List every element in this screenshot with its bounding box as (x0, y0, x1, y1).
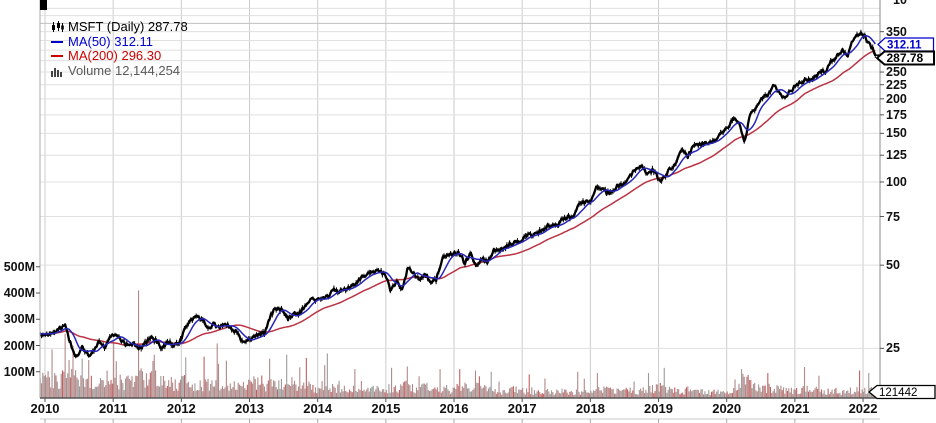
ma200-label: MA(200) 296.30 (68, 48, 162, 64)
volume-axis-tick: 300M (3, 312, 35, 327)
svg-text:312.11: 312.11 (887, 40, 922, 52)
year-axis-tick: 2022 (848, 401, 878, 416)
year-axis-tick: 2015 (371, 401, 401, 416)
year-axis-tick: 2016 (439, 401, 469, 416)
symbol-label: MSFT (Daily) 287.78 (68, 19, 188, 35)
year-axis-tick: 2012 (166, 401, 196, 416)
price-axis-tick: 75 (886, 209, 900, 224)
svg-text:121442: 121442 (879, 387, 917, 399)
year-axis-tick: 2011 (99, 401, 128, 416)
year-axis-tick: 2010 (30, 401, 60, 416)
price-axis-tick: 250 (886, 65, 907, 80)
clipped-axis-label: 10 (893, 0, 907, 7)
price-axis-tick: 125 (886, 148, 907, 163)
volume-label: Volume 12,144,254 (68, 63, 181, 79)
legend-symbol-row: MSFT (Daily) 287.78 (51, 20, 188, 35)
year-axis-tick: 2020 (712, 401, 742, 416)
last-price-callout: 287.78 (876, 50, 935, 66)
volume-axis-tick: 400M (3, 286, 35, 300)
last-volume-callout: 121442 (868, 384, 936, 400)
price-axis-tick: 200 (886, 91, 907, 106)
ma50-line-swatch (51, 40, 65, 43)
volume-bars-icon (51, 66, 65, 77)
svg-text:287.78: 287.78 (887, 51, 924, 65)
year-axis-tick: 2018 (575, 401, 605, 416)
clipped-candle-artifact (40, 0, 47, 10)
year-axis-tick: 2021 (780, 401, 810, 416)
year-axis-tick: 2014 (303, 401, 333, 416)
price-axis-tick: 350 (886, 24, 907, 39)
price-axis-tick: 175 (886, 107, 907, 122)
ma200-line-swatch (51, 55, 65, 58)
chart-legend: MSFT (Daily) 287.78 MA(50) 312.11 MA(200… (51, 20, 188, 78)
year-axis-tick: 2017 (507, 401, 537, 416)
price-axis-tick: 100 (886, 175, 907, 189)
price-axis-tick: 25 (886, 341, 900, 356)
legend-ma200-row: MA(200) 296.30 (51, 49, 188, 64)
volume-axis-tick: 200M (3, 338, 35, 353)
ma50-label: MA(50) 312.11 (68, 33, 154, 49)
price-axis-tick: 50 (886, 258, 900, 273)
legend-ma50-row: MA(50) 312.11 (51, 33, 188, 50)
legend-volume-row: Volume 12,144,254 (51, 64, 188, 79)
year-axis-tick: 2019 (644, 401, 673, 416)
candlestick-icon (51, 21, 65, 33)
volume-axis-tick: 100M (3, 364, 35, 379)
ma50-value-callout: 312.11 (877, 37, 935, 52)
volume-axis-tick: 500M (3, 259, 35, 274)
price-axis-tick: 150 (886, 126, 907, 141)
price-axis-tick: 225 (886, 77, 907, 92)
year-axis-tick: 2013 (235, 401, 264, 416)
